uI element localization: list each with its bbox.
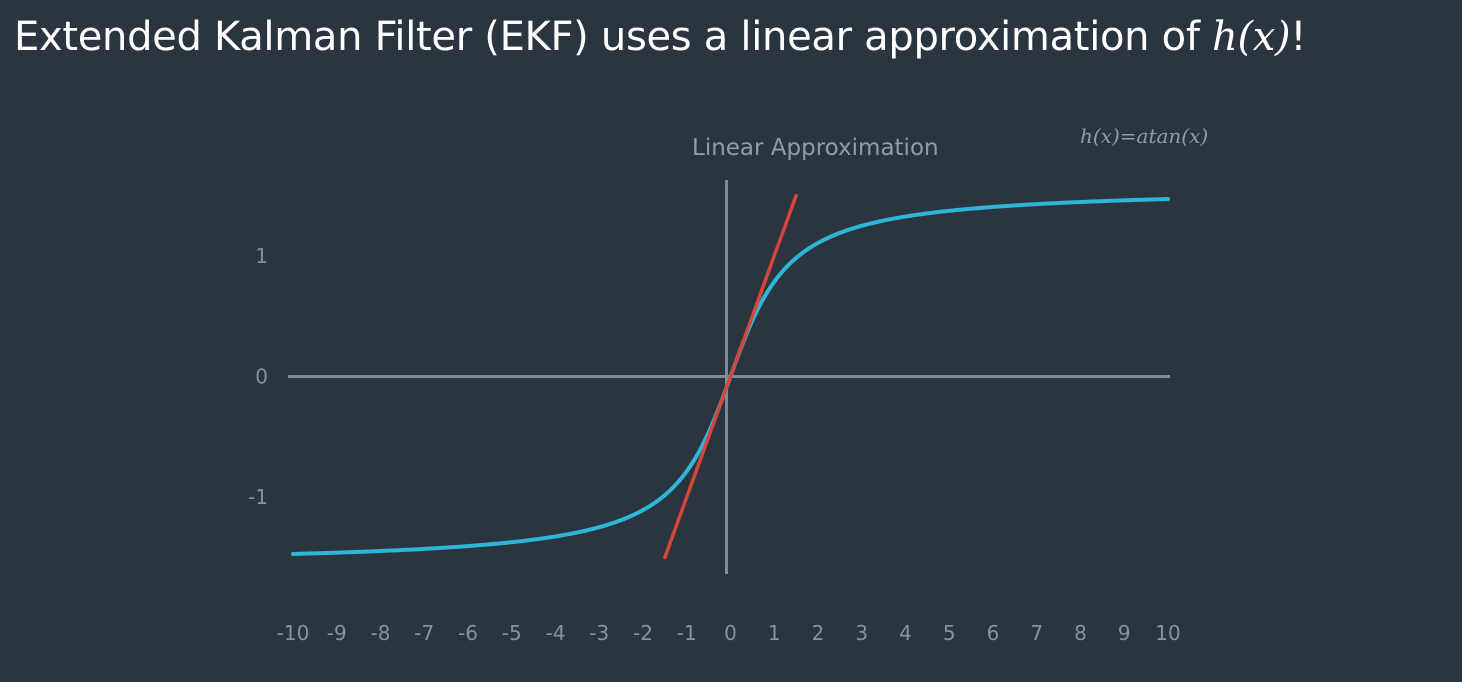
x-tick-label: 5 [943,621,956,645]
x-tick-label: -6 [458,621,478,645]
x-tick-label: -10 [277,621,310,645]
linear-approximation-label: Linear Approximation [692,135,939,161]
x-tick-label: 9 [1118,621,1131,645]
x-tick-label: 2 [812,621,825,645]
title-suffix: ! [1290,14,1307,60]
linear-approximation-line [663,193,798,560]
title-math: h(x) [1212,14,1291,60]
x-tick-label: 1 [768,621,781,645]
x-tick-label: 6 [987,621,1000,645]
x-tick-label: -3 [589,621,609,645]
y-tick-label: 0 [255,365,268,389]
x-tick-label: -5 [502,621,522,645]
series-layer [291,193,1170,560]
function-label: h(x)=atan(x) [1080,124,1208,148]
x-tick-label: -2 [633,621,653,645]
title-text: Extended Kalman Filter (EKF) uses a line… [14,14,1213,60]
y-tick-label: -1 [248,485,268,509]
x-tick-label: -9 [327,621,347,645]
slide-title: Extended Kalman Filter (EKF) uses a line… [14,14,1306,60]
x-tick-label: 4 [899,621,912,645]
x-tick-label: -4 [546,621,566,645]
x-tick-label: 0 [724,621,737,645]
x-tick-label: -8 [371,621,391,645]
x-tick-label: 8 [1074,621,1087,645]
x-tick-label: -7 [414,621,434,645]
x-tick-label: -1 [677,621,697,645]
x-tick-label: 7 [1030,621,1043,645]
y-tick-label: 1 [255,244,268,268]
x-tick-label: 3 [855,621,868,645]
x-tick-label: 10 [1155,621,1180,645]
